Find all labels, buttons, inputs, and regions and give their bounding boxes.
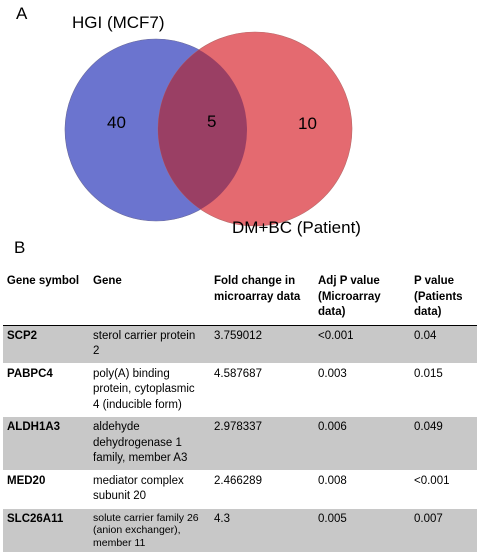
cell-gene: aldehyde dehydrogenase 1 family, member … [85, 416, 206, 471]
table-row: ALDH1A3 aldehyde dehydrogenase 1 family,… [3, 416, 477, 471]
cell-fold: 2.466289 [214, 474, 262, 487]
overlap-region [158, 39, 247, 221]
cell-symbol: ALDH1A3 [3, 416, 85, 471]
table-header-row: Gene symbol Gene Fold change in microarr… [3, 272, 477, 326]
cell-adj-p: 0.005 [310, 508, 406, 553]
header-fold-change: Fold change in microarray data [214, 275, 301, 303]
cell-p: 0.015 [414, 367, 443, 380]
cell-adj-p: 0.008 [318, 474, 347, 487]
table-row: MED20 mediator complex subunit 20 2.4662… [3, 470, 477, 509]
cell-gene: sterol carrier protein 2 [85, 325, 206, 364]
cell-fold: 3.759012 [206, 325, 310, 364]
cell-symbol: MED20 [7, 474, 46, 487]
header-gene: Gene [93, 275, 122, 287]
cell-p: <0.001 [414, 474, 450, 487]
cell-p: 0.007 [406, 508, 477, 553]
cell-symbol: PABPC4 [7, 367, 53, 380]
set2-label: DM+BC (Patient) [232, 218, 361, 237]
table-row: SCP2 sterol carrier protein 2 3.759012 <… [3, 325, 477, 364]
cell-gene: poly(A) binding protein, cytoplasmic 4 (… [93, 367, 195, 411]
set1-label: HGI (MCF7) [72, 13, 165, 32]
venn-diagram: HGI (MCF7) DM+BC (Patient) 40 5 10 [64, 13, 361, 237]
table-row: PABPC4 poly(A) binding protein, cytoplas… [3, 363, 477, 417]
cell-p: 0.04 [406, 325, 477, 364]
cell-adj-p: 0.006 [310, 416, 406, 471]
cell-adj-p: 0.003 [318, 367, 347, 380]
panel-b-label: B [14, 238, 26, 257]
cell-gene: mediator complex subunit 20 [93, 474, 184, 503]
header-gene-symbol: Gene symbol [6, 275, 80, 287]
cell-symbol: SCP2 [3, 325, 85, 364]
header-p-value: P value (Patients data) [414, 275, 463, 319]
only-set1-count: 40 [107, 113, 126, 132]
gene-table: Gene symbol Gene Fold change in microarr… [3, 272, 477, 553]
cell-fold: 4.3 [206, 508, 310, 553]
cell-fold: 2.978337 [206, 416, 310, 471]
cell-adj-p: <0.001 [310, 325, 406, 364]
overlap-count: 5 [207, 112, 216, 131]
header-adj-p: Adj P value (Microarray data) [318, 275, 381, 319]
cell-symbol: SLC26A11 [3, 508, 85, 553]
table-row: SLC26A11 solute carrier family 26 (anion… [3, 508, 477, 553]
panel-a-label: A [16, 4, 28, 23]
cell-fold: 4.587687 [214, 367, 262, 380]
cell-p: 0.049 [406, 416, 477, 471]
cell-gene: solute carrier family 26 (anion exchange… [85, 508, 206, 553]
only-set2-count: 10 [298, 114, 317, 133]
